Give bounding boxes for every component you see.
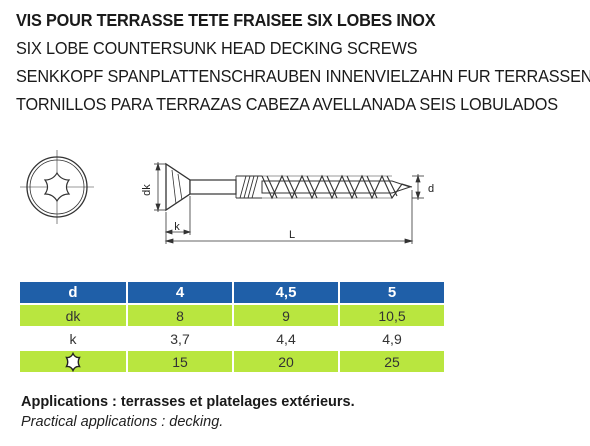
applications-english: Practical applications : decking. <box>21 414 224 430</box>
technical-drawing: dk k L d <box>20 150 434 244</box>
table-cell: 25 <box>338 350 444 373</box>
table-cell: 8 <box>126 304 233 327</box>
table-header-row: d 4 4,5 5 <box>20 282 444 304</box>
title-spanish: TORNILLOS PARA TERRAZAS CABEZA AVELLANAD… <box>16 94 558 114</box>
applications-block: Applications : terrasses et platelages e… <box>21 392 355 432</box>
k-label: k <box>174 221 180 233</box>
title-english: SIX LOBE COUNTERSUNK HEAD DECKING SCREWS <box>16 38 418 58</box>
row-label-dk: dk <box>20 304 127 327</box>
header-cell: 4 <box>126 282 233 304</box>
dimension-lines <box>154 162 424 244</box>
table-cell: 3,7 <box>126 327 233 350</box>
L-label: L <box>289 229 295 241</box>
table-cell: 10,5 <box>338 304 444 327</box>
table-row-dk: dk 8 9 10,5 <box>20 304 444 327</box>
table-cell: 20 <box>232 350 339 373</box>
header-cell: 4,5 <box>232 282 339 304</box>
countersunk-screw-side-view-icon <box>165 162 413 212</box>
dimensions-table: d 4 4,5 5 dk 8 9 10,5 k 3,7 4,4 4,9 15 2… <box>20 282 444 374</box>
title-block: VIS POUR TERRASSE TETE FRAISEE SIX LOBES… <box>16 6 590 118</box>
row-label-torx <box>20 350 127 373</box>
row-label-k: k <box>20 327 127 350</box>
title-german: SENKKOPF SPANPLATTENSCHRAUBEN INNENVIELZ… <box>16 66 590 86</box>
header-cell: 5 <box>338 282 444 304</box>
table-cell: 9 <box>232 304 339 327</box>
table-cell: 15 <box>126 350 233 373</box>
table-row-k: k 3,7 4,4 4,9 <box>20 327 444 350</box>
title-french: VIS POUR TERRASSE TETE FRAISEE SIX LOBES… <box>16 10 436 30</box>
table-row-torx: 15 20 25 <box>20 350 444 373</box>
torx-head-top-view-icon <box>20 150 94 224</box>
d-label: d <box>428 183 434 195</box>
dk-label: dk <box>141 184 153 196</box>
applications-french: Applications : terrasses et platelages e… <box>21 394 355 410</box>
header-label-d: d <box>20 282 127 304</box>
table-cell: 4,4 <box>232 327 339 350</box>
torx-star-icon <box>65 351 81 372</box>
table-cell: 4,9 <box>338 327 444 350</box>
